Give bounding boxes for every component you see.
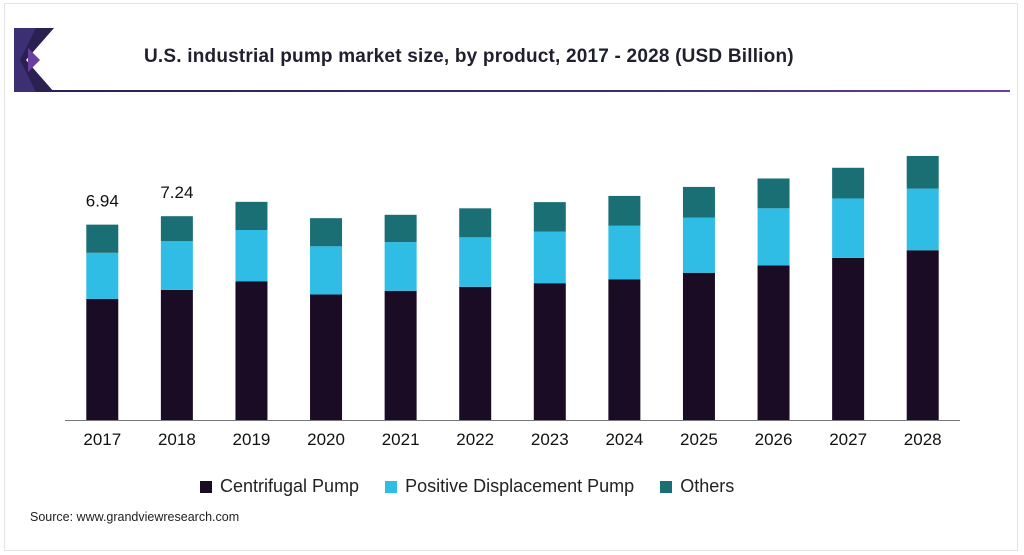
bar-segment-centrifugal-2024 (608, 279, 641, 420)
bar-segment-centrifugal-2027 (832, 257, 865, 420)
x-tick-label-2018: 2018 (158, 430, 196, 449)
source-note: Source: www.grandviewresearch.com (30, 510, 240, 524)
bar-segment-positive-displacement-2023 (533, 231, 566, 284)
bar-segment-positive-displacement-2027 (832, 198, 865, 258)
bar-segment-others-2022 (459, 208, 492, 238)
bar-segment-positive-displacement-2025 (682, 217, 715, 273)
bar-segment-positive-displacement-2024 (608, 225, 641, 280)
x-tick-label-2028: 2028 (904, 430, 942, 449)
legend-swatch-others (660, 480, 673, 493)
bar-segment-centrifugal-2021 (384, 290, 417, 420)
bar-segment-others-2027 (832, 167, 865, 199)
legend-swatch-positive-displacement (385, 480, 398, 493)
bar-segment-others-2018 (160, 216, 193, 242)
bar-segment-positive-displacement-2019 (235, 229, 268, 282)
bar-segment-centrifugal-2017 (86, 298, 119, 420)
bar-segment-others-2019 (235, 201, 268, 230)
x-tick-label-2022: 2022 (456, 430, 494, 449)
x-tick-label-2025: 2025 (680, 430, 718, 449)
chart-header: U.S. industrial pump market size, by pro… (14, 28, 1010, 94)
bar-segment-centrifugal-2022 (459, 286, 492, 420)
x-tick-label-2020: 2020 (307, 430, 345, 449)
chart-legend: Centrifugal Pump Positive Displacement P… (200, 476, 734, 497)
x-tick-label-2019: 2019 (233, 430, 271, 449)
bar-segment-others-2021 (384, 214, 417, 243)
legend-item-centrifugal: Centrifugal Pump (200, 476, 359, 497)
grand-view-logo-icon (14, 28, 54, 92)
x-tick-label-2024: 2024 (605, 430, 643, 449)
chart-title: U.S. industrial pump market size, by pro… (144, 46, 794, 67)
bar-segment-centrifugal-2028 (906, 250, 939, 420)
bar-segment-positive-displacement-2021 (384, 242, 417, 291)
bar-segment-centrifugal-2019 (235, 281, 268, 420)
bar-segment-others-2023 (533, 202, 566, 232)
bar-segment-positive-displacement-2017 (86, 252, 119, 299)
bar-segment-positive-displacement-2028 (906, 188, 939, 251)
bar-segment-others-2026 (757, 178, 790, 209)
data-label-2018: 7.24 (160, 183, 193, 202)
bar-segment-centrifugal-2023 (533, 283, 566, 420)
bar-segment-others-2025 (682, 186, 715, 218)
stacked-bar-chart: 2017 2018 2019 2020 2021 2022 2023 2024 2025 2026… (65, 155, 960, 449)
legend-label-positive-displacement: Positive Displacement Pump (405, 476, 635, 496)
bar-segment-centrifugal-2018 (160, 289, 193, 420)
bar-segment-others-2024 (608, 195, 641, 226)
bar-segment-centrifugal-2020 (310, 294, 343, 420)
legend-swatch-centrifugal (200, 480, 212, 493)
bar-segment-positive-displacement-2018 (160, 241, 193, 290)
title-underline (52, 90, 1010, 92)
legend-item-others: Others (660, 476, 734, 497)
x-tick-label-2023: 2023 (531, 430, 569, 449)
bar-segment-others-2020 (310, 218, 343, 247)
data-label-2017: 6.94 (86, 192, 119, 211)
legend-item-positive-displacement: Positive Displacement Pump (385, 476, 634, 497)
bar-segment-positive-displacement-2026 (757, 208, 790, 266)
legend-label-centrifugal: Centrifugal Pump (220, 476, 360, 496)
x-tick-label-2026: 2026 (755, 430, 793, 449)
bar-segment-centrifugal-2025 (682, 272, 715, 420)
x-tick-label-2017: 2017 (83, 430, 121, 449)
x-tick-label-2021: 2021 (382, 430, 420, 449)
bar-segment-centrifugal-2026 (757, 265, 790, 420)
x-tick-label-2027: 2027 (829, 430, 867, 449)
bar-segment-positive-displacement-2022 (459, 237, 492, 287)
legend-label-others: Others (680, 476, 735, 496)
bar-segment-others-2028 (906, 155, 939, 189)
bar-segment-others-2017 (86, 224, 119, 253)
bar-segment-positive-displacement-2020 (310, 246, 343, 295)
chart-frame (4, 3, 1018, 551)
